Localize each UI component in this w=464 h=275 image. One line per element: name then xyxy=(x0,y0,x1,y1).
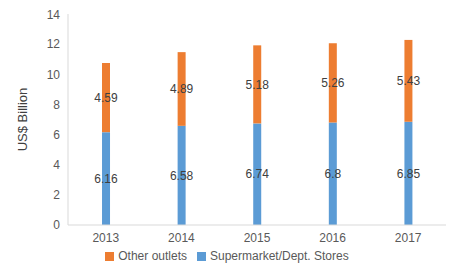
svg-text:2: 2 xyxy=(53,188,60,202)
svg-text:6.74: 6.74 xyxy=(246,167,270,181)
svg-text:14: 14 xyxy=(47,8,61,22)
svg-text:2014: 2014 xyxy=(168,231,195,245)
svg-text:6.8: 6.8 xyxy=(324,167,341,181)
svg-text:US$ Billion: US$ Billion xyxy=(15,88,30,152)
svg-text:8: 8 xyxy=(53,98,60,112)
svg-text:4: 4 xyxy=(53,158,60,172)
html-text:Supermarket/Dept. Stores: Supermarket/Dept. Stores xyxy=(210,249,349,263)
svg-text:4.89: 4.89 xyxy=(170,82,194,96)
svg-text:2015: 2015 xyxy=(244,231,271,245)
svg-text:12: 12 xyxy=(47,37,61,51)
svg-text:0: 0 xyxy=(53,218,60,232)
svg-text:5.18: 5.18 xyxy=(246,78,270,92)
svg-text:6.58: 6.58 xyxy=(170,169,194,183)
svg-text:2017: 2017 xyxy=(395,231,422,245)
svg-text:10: 10 xyxy=(47,68,61,82)
svg-text:6: 6 xyxy=(53,128,60,142)
svg-text:2013: 2013 xyxy=(92,231,119,245)
html-text:Other outlets: Other outlets xyxy=(118,249,187,263)
svg-text:2016: 2016 xyxy=(319,231,346,245)
svg-text:6.16: 6.16 xyxy=(94,172,118,186)
svg-text:5.43: 5.43 xyxy=(397,74,421,88)
svg-text:4.59: 4.59 xyxy=(94,91,118,105)
svg-text:5.26: 5.26 xyxy=(321,76,345,90)
svg-text:6.85: 6.85 xyxy=(397,167,421,181)
